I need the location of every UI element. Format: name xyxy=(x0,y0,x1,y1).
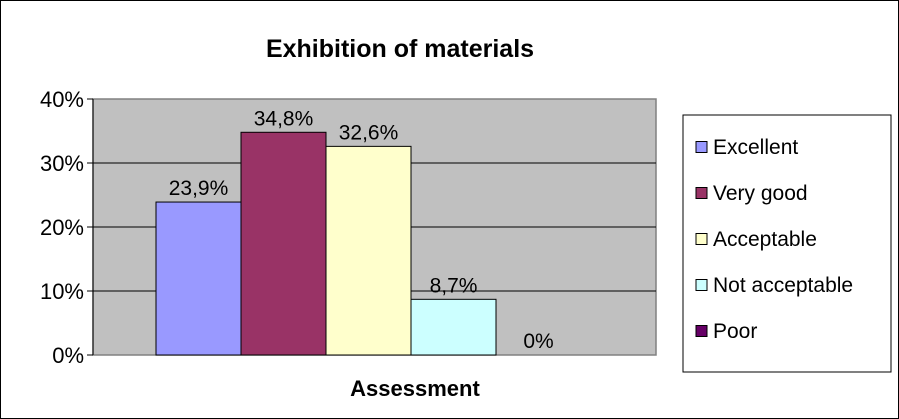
legend-label: Not acceptable xyxy=(713,274,853,297)
y-tick-label: 30% xyxy=(40,151,84,176)
chart-title: Exhibition of materials xyxy=(266,35,534,63)
legend-box xyxy=(682,114,892,373)
y-tick-label: 0% xyxy=(52,343,84,368)
data-label: 0% xyxy=(523,330,553,353)
bar-acceptable xyxy=(325,145,412,356)
data-label: 8,7% xyxy=(430,274,478,297)
bar-labels: 23,9% 34,8% 32,6% 8,7% 0% xyxy=(169,107,554,353)
plot-area: 23,9% 34,8% 32,6% 8,7% 0% 0% 10% 20% 30% 40% xyxy=(40,87,657,368)
legend-swatch xyxy=(695,279,708,291)
legend-swatch xyxy=(695,325,708,337)
data-label: 32,6% xyxy=(339,121,399,144)
bars xyxy=(155,131,497,356)
legend-swatch xyxy=(695,141,708,153)
legend-swatch xyxy=(695,233,708,245)
y-tick-label: 20% xyxy=(40,215,84,240)
legend-swatch xyxy=(695,187,708,199)
data-label: 23,9% xyxy=(169,177,229,200)
data-label: 34,8% xyxy=(254,107,314,130)
x-axis-title: Assessment xyxy=(350,376,480,401)
bar-very-good xyxy=(240,131,327,356)
bar-excellent xyxy=(155,201,242,356)
legend: Excellent Very good Acceptable Not acceptab… xyxy=(682,114,892,373)
legend-label: Poor xyxy=(713,320,757,343)
y-tick-label: 10% xyxy=(40,279,84,304)
y-axis: 0% 10% 20% 30% 40% xyxy=(40,87,94,368)
legend-label: Excellent xyxy=(713,136,798,159)
y-tick-label: 40% xyxy=(40,87,84,112)
legend-label: Very good xyxy=(713,182,808,205)
bar-not-acceptable xyxy=(410,298,497,356)
legend-label: Acceptable xyxy=(713,228,817,251)
